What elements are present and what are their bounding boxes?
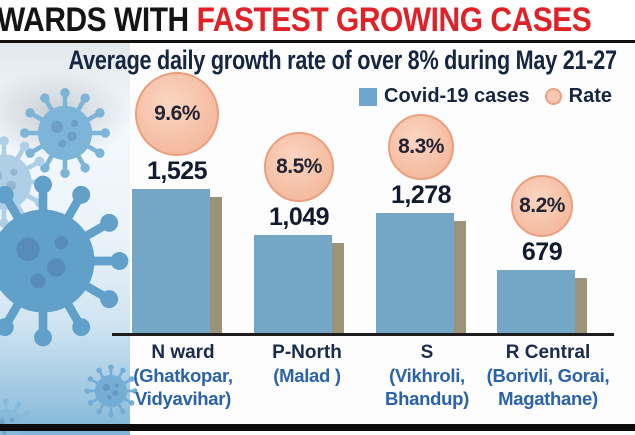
- category-sublabel: (Borivli, Gorai, Magathane): [486, 365, 610, 409]
- header: WARDS WITH FASTEST GROWING CASES: [0, 0, 635, 43]
- chart-legend: Covid-19 cases Rate: [359, 85, 612, 108]
- category-sublabel: (Malad ): [273, 365, 341, 386]
- bar: [254, 235, 332, 335]
- category-label: R Central (Borivli, Gorai, Magathane): [462, 341, 634, 410]
- category-name: R Central: [505, 342, 591, 363]
- category-name: N ward: [151, 342, 215, 363]
- rate-bubble: 8.5%: [264, 132, 334, 202]
- cases-legend-label: Covid-19 cases: [384, 85, 530, 107]
- category-label: S (Vikhroli, Bhandup): [366, 341, 488, 410]
- category-label: P-North (Malad ): [242, 341, 372, 387]
- rate-value: 8.2%: [519, 194, 565, 217]
- rate-value: 9.6%: [154, 102, 200, 125]
- category-sublabel: (Vikhroli, Bhandup): [385, 365, 469, 409]
- x-axis-line: [112, 333, 614, 336]
- bar-column: 8.3% 1,278: [346, 114, 496, 335]
- cases-legend-swatch-icon: [359, 87, 377, 106]
- rate-legend-dot-icon: [544, 88, 562, 105]
- cases-value: 679: [521, 238, 563, 266]
- subtitle-row: Average daily growth rate of over 8% dur…: [0, 45, 635, 79]
- bar-wrap: [497, 270, 587, 335]
- bar-wrap: [132, 189, 222, 335]
- rate-value: 8.5%: [276, 155, 322, 178]
- bar-wrap: [376, 213, 466, 335]
- rate-bubble: 9.6%: [135, 72, 219, 156]
- bar-column: 9.6% 1,525: [102, 72, 252, 335]
- cases-value: 1,278: [390, 181, 452, 209]
- category-labels: N ward (Ghatkopar, Vidyavihar) P-North (Mal…: [110, 341, 635, 425]
- rate-bubble: 8.2%: [511, 175, 573, 237]
- bottom-rule: [0, 424, 635, 431]
- bar-chart-area: 9.6% 1,525 8.5% 1,049 8.3% 1,278 8.2% 679: [110, 58, 630, 335]
- bar: [376, 213, 454, 335]
- rate-legend-label: Rate: [568, 85, 612, 107]
- page-title: WARDS WITH FASTEST GROWING CASES: [0, 0, 592, 40]
- category-label: N ward (Ghatkopar, Vidyavihar): [113, 341, 253, 410]
- bar: [497, 270, 575, 335]
- cases-value: 1,049: [268, 203, 330, 231]
- bar-column: 8.5% 1,049: [224, 132, 374, 335]
- category-name: S: [420, 342, 434, 363]
- rate-value: 8.3%: [398, 135, 444, 158]
- rate-bubble: 8.3%: [388, 114, 454, 180]
- title-black-part: WARDS WITH: [0, 1, 197, 39]
- chart-subtitle: Average daily growth rate of over 8% dur…: [68, 45, 617, 75]
- title-red-part: FASTEST GROWING CASES: [196, 1, 592, 39]
- category-name: P-North: [272, 342, 342, 363]
- cases-value: 1,525: [146, 157, 208, 185]
- bar: [132, 189, 210, 335]
- bar-column: 8.2% 679: [467, 175, 617, 335]
- category-sublabel: (Ghatkopar, Vidyavihar): [133, 365, 233, 409]
- bar-wrap: [254, 235, 344, 335]
